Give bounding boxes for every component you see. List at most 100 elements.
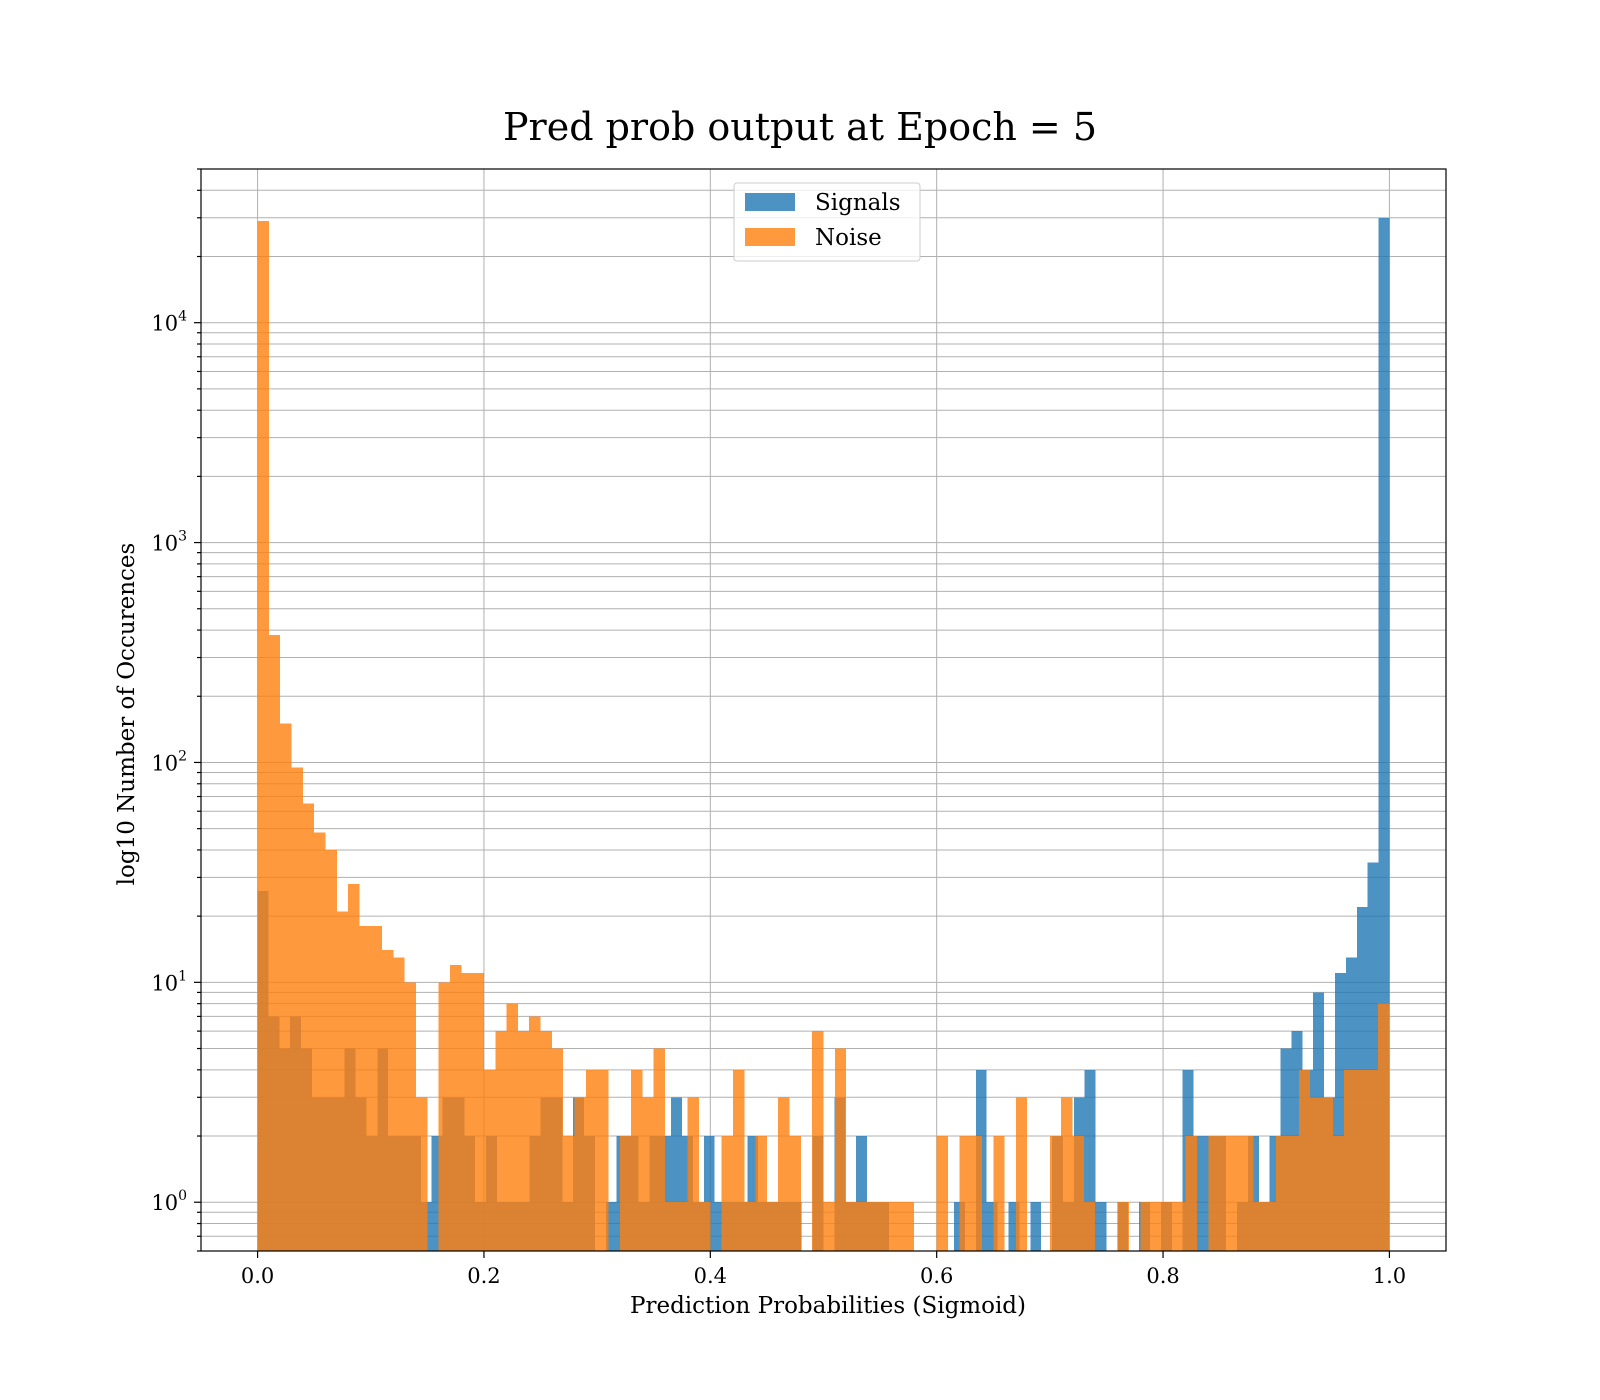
noise-bar <box>1344 1069 1356 1251</box>
noise-bar <box>699 1202 711 1251</box>
noise-bar <box>1355 1069 1367 1251</box>
series-noise <box>257 221 1390 1251</box>
noise-bar <box>1208 1136 1220 1251</box>
noise-bar <box>1287 1136 1299 1251</box>
x-tick-label: 1.0 <box>1373 1264 1406 1288</box>
x-tick-label: 0.4 <box>694 1264 727 1288</box>
noise-bar <box>1242 1136 1254 1251</box>
legend-label-signals: Signals <box>815 190 901 216</box>
legend-swatch-noise <box>745 228 795 246</box>
noise-bar <box>959 1136 971 1251</box>
noise-bar <box>291 767 303 1251</box>
noise-bar <box>1015 1097 1028 1251</box>
noise-bar <box>336 911 349 1251</box>
noise-bar <box>834 1048 847 1251</box>
x-tick-label: 0.8 <box>1146 1264 1179 1288</box>
noise-bar <box>563 1136 575 1251</box>
noise-bar <box>902 1202 915 1251</box>
noise-bar <box>676 1202 688 1251</box>
signals-bar <box>1378 217 1390 1252</box>
noise-bar <box>642 1097 654 1251</box>
noise-bar <box>540 1031 552 1251</box>
noise-bar <box>1332 1136 1345 1251</box>
noise-bar <box>1230 1136 1243 1251</box>
signals-bar <box>682 1136 693 1251</box>
y-tick-label: 101 <box>151 968 187 995</box>
noise-bar <box>619 1136 632 1251</box>
signals-bar <box>1008 1202 1020 1251</box>
y-tick-label: 102 <box>151 748 187 775</box>
noise-bar <box>314 832 326 1251</box>
signals-bar <box>1030 1202 1042 1251</box>
noise-bar <box>823 1202 835 1251</box>
legend: Signals Noise <box>733 182 921 262</box>
noise-bar <box>687 1097 699 1251</box>
noise-bar <box>438 982 450 1251</box>
noise-bar <box>495 1031 507 1251</box>
noise-bar <box>416 1097 428 1251</box>
noise-bar <box>461 973 473 1251</box>
y-tick-label: 104 <box>151 309 187 336</box>
noise-bar <box>1298 1069 1311 1251</box>
noise-bar <box>789 1136 801 1251</box>
noise-bar <box>1264 1202 1277 1251</box>
signals-bar <box>1367 862 1379 1251</box>
noise-bar <box>359 926 371 1251</box>
signals-bar <box>703 1136 715 1251</box>
noise-bar <box>1366 1069 1379 1251</box>
noise-bar <box>370 926 383 1251</box>
signals-bar <box>747 1136 759 1251</box>
noise-bar <box>880 1202 892 1251</box>
noise-bar <box>936 1136 948 1251</box>
bars-layer <box>257 217 1390 1252</box>
y-axis-label: log10 Number of Occurences <box>114 543 140 886</box>
x-tick-label: 0.6 <box>920 1264 953 1288</box>
noise-bar <box>348 884 360 1251</box>
noise-bar <box>857 1202 869 1251</box>
plot-frame <box>200 168 1447 1252</box>
noise-bar <box>778 1097 790 1251</box>
noise-bar <box>551 1048 564 1251</box>
legend-swatch-signals <box>745 193 795 211</box>
noise-bar <box>812 1031 824 1251</box>
signals-bar <box>856 1136 868 1251</box>
noise-bar <box>846 1202 858 1251</box>
noise-bar <box>1140 1202 1152 1251</box>
noise-bar <box>891 1202 903 1251</box>
signals-bar <box>660 1136 672 1251</box>
noise-bar <box>1072 1136 1084 1251</box>
y-tick-label: 103 <box>151 529 187 556</box>
signals-bar <box>605 1202 617 1251</box>
noise-bar <box>506 1003 518 1251</box>
signals-bar <box>1095 1202 1107 1251</box>
noise-bar <box>325 849 337 1251</box>
noise-bar <box>1061 1097 1073 1251</box>
noise-bar <box>631 1069 643 1251</box>
noise-bar <box>1174 1202 1186 1251</box>
noise-bar <box>868 1202 881 1251</box>
ticks-layer: 0.0 0.2 0.4 0.6 0.8 1.0 100 101 102 103 104 <box>151 168 1406 1288</box>
signals-bar <box>431 1136 443 1251</box>
noise-bar <box>1083 1202 1096 1251</box>
signals-bar <box>986 1202 998 1251</box>
noise-bar <box>970 1136 982 1251</box>
y-tick-label: 100 <box>151 1188 187 1215</box>
noise-bar <box>653 1048 666 1251</box>
noise-bar <box>1219 1136 1231 1251</box>
noise-bar <box>483 1069 496 1251</box>
x-tick-label: 0.2 <box>467 1264 500 1288</box>
signals-bar <box>714 1202 726 1251</box>
noise-bar <box>744 1202 756 1251</box>
x-tick-label: 0.0 <box>241 1264 274 1288</box>
noise-bar <box>382 950 394 1251</box>
noise-bar <box>721 1136 733 1251</box>
noise-bar <box>1310 1097 1322 1251</box>
signals-bar <box>1193 1136 1205 1251</box>
noise-bar <box>268 634 281 1251</box>
noise-bar <box>993 1136 1005 1251</box>
noise-bar <box>755 1136 767 1251</box>
noise-bar <box>732 1069 745 1251</box>
noise-bar <box>1378 1003 1390 1251</box>
noise-bar <box>1151 1202 1164 1251</box>
noise-bar <box>257 221 269 1251</box>
